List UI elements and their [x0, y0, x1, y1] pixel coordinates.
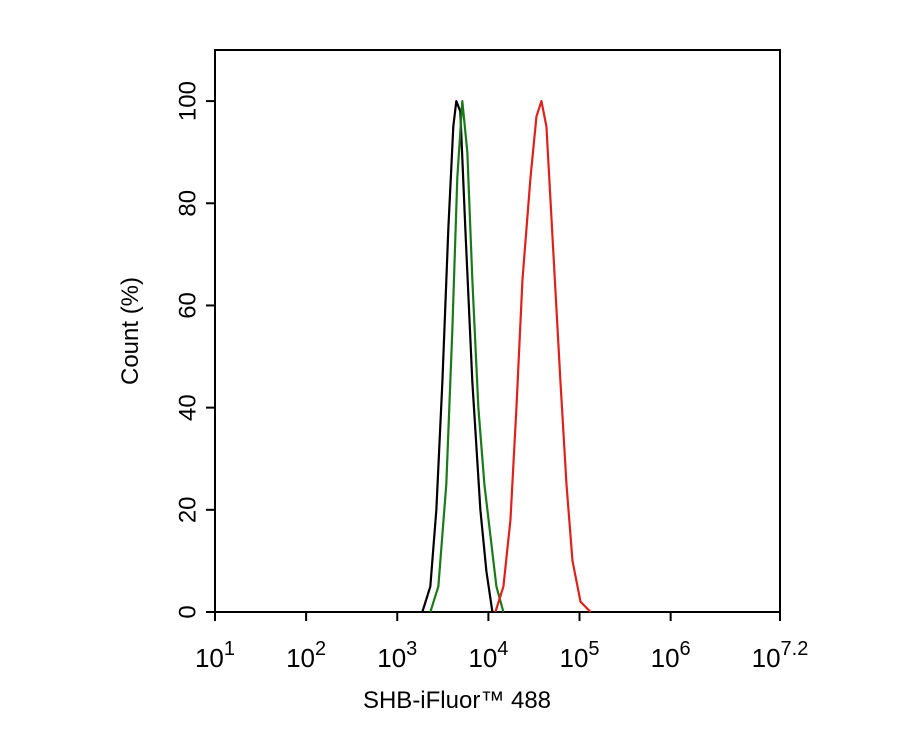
histogram-line	[429, 99, 505, 613]
x-tick-base: 10	[195, 643, 224, 673]
x-tick-label: 101	[195, 638, 235, 673]
x-tick-label: 107.2	[752, 638, 809, 673]
plot-frame	[214, 49, 781, 613]
x-tick-exponent: 1	[224, 638, 235, 660]
y-tick-label: 100	[174, 81, 201, 121]
y-axis-label: Count (%)	[117, 277, 144, 385]
x-tick-base: 10	[651, 643, 680, 673]
x-tick-label: 106	[651, 638, 691, 673]
x-tick-base: 10	[559, 643, 588, 673]
x-tick-exponent: 2	[315, 638, 326, 660]
x-tick-exponent: 7.2	[781, 638, 809, 660]
x-tick-exponent: 5	[588, 638, 599, 660]
y-tick-label: 40	[174, 394, 201, 421]
x-tick-base: 10	[286, 643, 315, 673]
x-tick-label: 105	[559, 638, 599, 673]
histogram-line	[421, 99, 494, 613]
y-tick-label: 80	[174, 190, 201, 217]
x-tick-exponent: 3	[406, 638, 417, 660]
x-tick-exponent: 4	[497, 638, 508, 660]
x-tick-base: 10	[752, 643, 781, 673]
y-tick-label: 0	[174, 605, 201, 618]
x-tick-label: 102	[286, 638, 326, 673]
x-tick-exponent: 6	[680, 638, 691, 660]
x-tick-base: 10	[468, 643, 497, 673]
y-tick-label: 20	[174, 496, 201, 523]
x-axis-label: SHB-iFluor™ 488	[363, 687, 551, 714]
histogram-line	[494, 99, 592, 613]
x-tick-label: 103	[377, 638, 417, 673]
x-tick-base: 10	[377, 643, 406, 673]
x-tick-label: 104	[468, 638, 508, 673]
y-tick-label: 60	[174, 292, 201, 319]
